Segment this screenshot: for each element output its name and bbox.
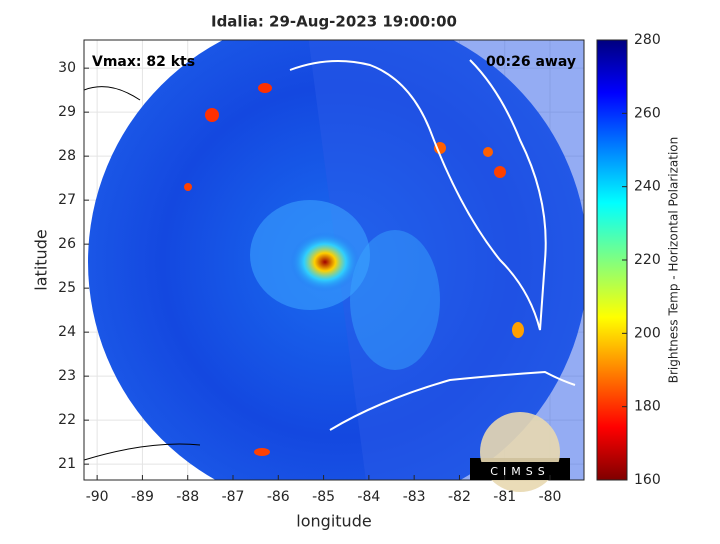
x-tick-label: -88 (176, 489, 199, 505)
x-tick-label: -86 (267, 489, 290, 505)
x-tick-label: -80 (539, 489, 562, 505)
y-tick-label: 28 (58, 148, 76, 164)
y-tick-label: 26 (58, 236, 76, 252)
y-tick-label: 30 (58, 60, 76, 76)
y-axis-label: latitude (32, 229, 51, 290)
y-tick-label: 29 (58, 104, 76, 120)
y-tick-label: 23 (58, 368, 76, 384)
colorbar-tick-label: 260 (634, 105, 661, 121)
x-tick-label: -81 (493, 489, 516, 505)
x-axis-label: longitude (296, 512, 371, 531)
annotation: 00:26 away (486, 54, 576, 70)
y-tick-label: 21 (58, 456, 76, 472)
y-tick-label: 25 (58, 280, 76, 296)
x-tick-label: -84 (357, 489, 380, 505)
plot-frame (83, 39, 585, 481)
x-tick-label: -90 (86, 489, 109, 505)
logo: CIMSS (470, 412, 570, 492)
colorbar-tick-label: 200 (634, 325, 661, 341)
logo-text: CIMSS (490, 465, 549, 478)
colorbar-tick-label: 220 (634, 252, 661, 268)
x-tick-label: -82 (448, 489, 471, 505)
colorbar-tick-label: 240 (634, 179, 661, 195)
y-tick-label: 27 (58, 192, 76, 208)
chart-title: Idalia: 29-Aug-2023 19:00:00 (211, 13, 457, 31)
colorbar-tick-label: 160 (634, 472, 661, 488)
y-tick-label: 24 (58, 324, 76, 340)
x-tick-label: -87 (222, 489, 245, 505)
colorbar-label: Brightness Temp - Horizontal Polarizatio… (667, 137, 681, 384)
x-tick-label: -89 (131, 489, 154, 505)
colorbar-tick-label: 280 (634, 32, 661, 48)
colorbar-tick-label: 180 (634, 399, 661, 415)
annotation: Vmax: 82 kts (92, 54, 195, 70)
y-tick-label: 22 (58, 412, 76, 428)
x-tick-label: -83 (403, 489, 426, 505)
imagery (84, 40, 584, 480)
x-tick-label: -85 (312, 489, 335, 505)
